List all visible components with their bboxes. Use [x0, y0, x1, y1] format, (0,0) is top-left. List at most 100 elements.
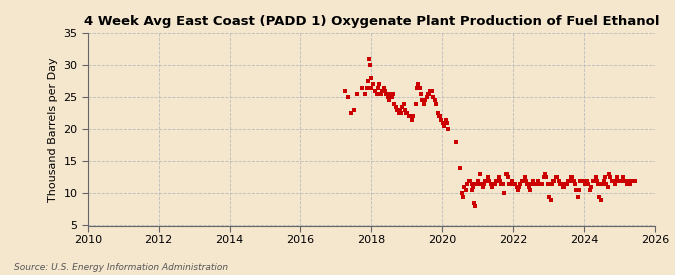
Point: [500, 172, 511, 176]
Point: [549, 178, 560, 183]
Point: [476, 182, 487, 186]
Point: [499, 191, 510, 196]
Point: [580, 182, 591, 186]
Point: [602, 185, 613, 189]
Point: [610, 182, 620, 186]
Point: [375, 92, 386, 96]
Point: [531, 182, 542, 186]
Point: [619, 178, 630, 183]
Point: [462, 182, 472, 186]
Point: [555, 182, 566, 186]
Point: [400, 108, 410, 112]
Point: [589, 178, 599, 183]
Point: [385, 92, 396, 96]
Point: [606, 178, 617, 183]
Point: [483, 175, 493, 180]
Point: [364, 63, 375, 67]
Point: [373, 85, 383, 90]
Point: [535, 182, 546, 186]
Point: [539, 172, 550, 176]
Point: [404, 114, 414, 119]
Point: [558, 185, 568, 189]
Point: [529, 182, 539, 186]
Point: [463, 178, 474, 183]
Point: [523, 185, 534, 189]
Point: [467, 188, 478, 192]
Point: [491, 178, 502, 183]
Point: [618, 175, 628, 180]
Point: [439, 124, 450, 128]
Point: [627, 178, 638, 183]
Point: [562, 182, 572, 186]
Point: [572, 194, 583, 199]
Point: [488, 182, 499, 186]
Point: [484, 178, 495, 183]
Point: [414, 85, 425, 90]
Point: [579, 182, 590, 186]
Point: [390, 104, 401, 109]
Point: [474, 182, 485, 186]
Point: [493, 175, 504, 180]
Point: [620, 178, 631, 183]
Point: [472, 178, 483, 183]
Point: [548, 178, 559, 183]
Point: [527, 178, 538, 183]
Point: [431, 101, 441, 106]
Point: [346, 111, 356, 116]
Point: [364, 56, 375, 61]
Point: [437, 121, 448, 125]
Point: [432, 111, 443, 116]
Point: [458, 194, 468, 199]
Point: [560, 182, 571, 186]
Point: [456, 191, 467, 196]
Point: [397, 104, 408, 109]
Point: [507, 178, 518, 183]
Point: [392, 108, 402, 112]
Point: [365, 76, 376, 80]
Y-axis label: Thousand Barrels per Day: Thousand Barrels per Day: [48, 57, 57, 202]
Point: [374, 82, 385, 87]
Point: [598, 178, 609, 183]
Point: [410, 101, 421, 106]
Point: [352, 92, 362, 96]
Point: [524, 188, 535, 192]
Point: [605, 175, 616, 180]
Point: [425, 89, 436, 93]
Point: [518, 178, 529, 183]
Point: [389, 101, 400, 106]
Point: [464, 178, 475, 183]
Point: [554, 178, 564, 183]
Point: [533, 178, 543, 183]
Point: [440, 117, 451, 122]
Point: [343, 95, 354, 99]
Point: [363, 79, 374, 83]
Point: [436, 117, 447, 122]
Point: [450, 140, 461, 144]
Title: 4 Week Avg East Coast (PADD 1) Oxygenate Plant Production of Fuel Ethanol: 4 Week Avg East Coast (PADD 1) Oxygenate…: [84, 15, 659, 28]
Point: [502, 172, 512, 176]
Point: [468, 185, 479, 189]
Point: [544, 194, 555, 199]
Point: [570, 182, 580, 186]
Point: [537, 182, 548, 186]
Point: [396, 111, 407, 116]
Point: [563, 178, 574, 183]
Point: [534, 182, 545, 186]
Point: [340, 89, 350, 93]
Point: [377, 89, 387, 93]
Point: [597, 182, 608, 186]
Point: [508, 182, 519, 186]
Point: [427, 89, 437, 93]
Point: [622, 182, 632, 186]
Point: [402, 111, 413, 116]
Point: [599, 175, 610, 180]
Point: [378, 85, 389, 90]
Point: [481, 178, 492, 183]
Point: [559, 185, 570, 189]
Point: [418, 101, 429, 106]
Point: [420, 98, 431, 103]
Point: [504, 182, 515, 186]
Point: [477, 185, 488, 189]
Point: [485, 182, 496, 186]
Point: [624, 182, 635, 186]
